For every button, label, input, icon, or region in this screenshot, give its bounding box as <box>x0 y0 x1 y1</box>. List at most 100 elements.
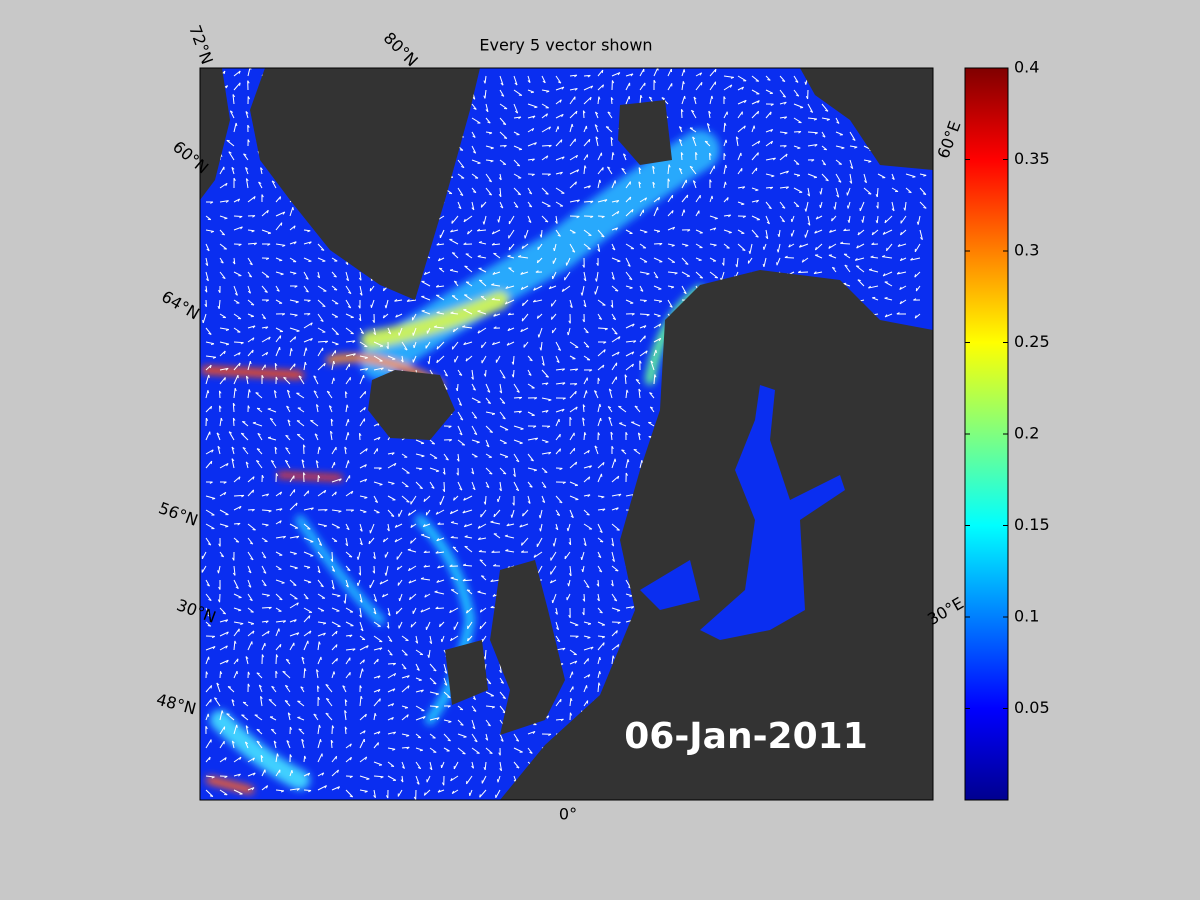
vector <box>344 446 347 455</box>
vector-head <box>561 408 565 412</box>
vector-head <box>629 595 633 598</box>
vector-head <box>408 580 412 584</box>
vector <box>457 439 466 446</box>
vector <box>233 658 239 665</box>
vector-head <box>453 497 455 501</box>
vector-head <box>342 685 346 688</box>
vector-head <box>597 377 601 381</box>
vector-head <box>582 612 585 616</box>
vector <box>518 256 529 259</box>
vector <box>275 257 283 261</box>
vector <box>831 215 837 222</box>
vector-head <box>419 487 423 490</box>
vector-head <box>279 520 282 524</box>
vector <box>583 327 589 334</box>
vector <box>550 579 557 584</box>
vector <box>765 157 776 161</box>
vector-head <box>246 375 249 379</box>
vector-head <box>587 658 589 662</box>
vector <box>219 350 226 357</box>
vector <box>765 186 773 189</box>
vector-head <box>483 501 486 505</box>
vector <box>522 509 529 517</box>
vector <box>443 719 452 723</box>
vector-head <box>804 208 807 212</box>
vector-head <box>472 726 476 730</box>
vector <box>274 363 277 371</box>
vector-head <box>226 631 229 635</box>
vector <box>610 432 613 441</box>
vector <box>667 194 674 203</box>
vector <box>855 265 865 273</box>
vector <box>326 390 333 399</box>
vector <box>508 267 515 273</box>
vector <box>287 712 291 721</box>
vector <box>471 411 478 419</box>
vector-head <box>667 178 671 182</box>
vector <box>611 327 618 335</box>
vector-head <box>205 671 209 675</box>
vector <box>317 537 323 546</box>
vector-head <box>477 590 481 593</box>
vector-head <box>502 123 507 126</box>
vector <box>219 607 227 615</box>
vector <box>709 195 713 203</box>
vector <box>751 140 761 147</box>
vector-head <box>293 225 296 229</box>
vector-head <box>519 396 523 400</box>
vector <box>821 117 830 120</box>
vector <box>303 285 309 293</box>
vector-head <box>539 347 542 351</box>
vector-head <box>347 419 350 423</box>
vector <box>868 285 879 289</box>
vector-head <box>212 356 216 359</box>
vector-head <box>504 534 508 537</box>
vector <box>241 714 249 721</box>
vector <box>408 509 417 516</box>
vector <box>583 523 593 530</box>
vector <box>541 495 546 503</box>
vector <box>597 671 601 679</box>
vector-head <box>336 658 338 662</box>
vector-head <box>462 563 467 566</box>
vector-head <box>587 674 591 678</box>
vector-head <box>575 181 577 185</box>
vector <box>597 565 603 573</box>
vector <box>317 489 327 497</box>
vector <box>285 434 291 441</box>
vector <box>639 209 644 217</box>
vector-head <box>582 404 586 408</box>
vector <box>793 159 800 165</box>
vector-head <box>617 644 620 648</box>
vector-head <box>422 523 426 527</box>
vector <box>247 641 253 651</box>
vector-head <box>569 305 573 309</box>
vector <box>541 155 549 161</box>
vector-head <box>296 330 300 333</box>
vector-head <box>205 263 209 266</box>
vector <box>914 243 921 253</box>
vector <box>695 271 704 279</box>
vector <box>897 243 907 247</box>
vector-head <box>659 243 663 246</box>
vector <box>255 392 263 399</box>
vector-head <box>226 463 229 467</box>
vector <box>541 113 548 119</box>
vector-head <box>256 672 260 675</box>
vector-head <box>345 584 349 588</box>
vector-head <box>285 459 289 463</box>
vector <box>527 103 538 108</box>
vector <box>261 537 268 542</box>
vector <box>555 139 563 147</box>
vector-head <box>225 329 230 331</box>
vector <box>583 377 588 385</box>
vector <box>275 346 281 357</box>
vector <box>289 602 299 609</box>
vector <box>483 215 487 225</box>
vector-head <box>317 696 321 700</box>
vector-head <box>436 346 439 350</box>
vector <box>499 187 502 197</box>
vector <box>317 257 326 262</box>
vector-head <box>317 275 320 279</box>
vector <box>233 565 236 576</box>
